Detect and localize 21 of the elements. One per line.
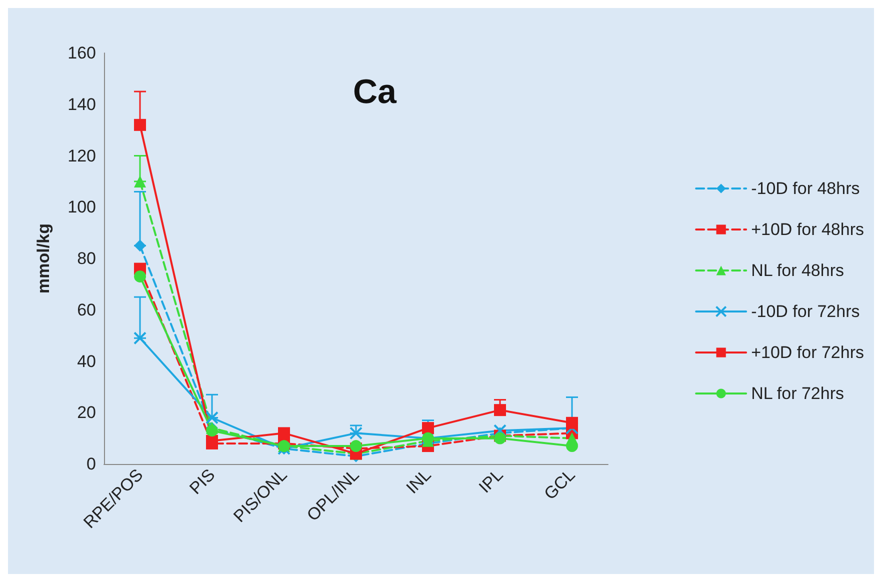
x-tick-label: GCL — [540, 465, 579, 504]
x-tick-label: PIS — [186, 465, 219, 498]
legend-label: NL for 72hrs — [751, 384, 844, 403]
legend-label: NL for 48hrs — [751, 261, 844, 280]
legend-label: +10D for 48hrs — [751, 220, 864, 239]
y-axis-title: mmol/kg — [34, 224, 53, 294]
y-tick-label: 160 — [68, 44, 96, 62]
legend-label: +10D for 72hrs — [751, 343, 864, 362]
y-tick-label: 120 — [68, 146, 96, 166]
y-tick-label: 140 — [68, 94, 96, 114]
y-tick-label: 100 — [68, 198, 96, 217]
y-tick-label: 40 — [77, 352, 96, 371]
x-tick-label: IPL — [475, 465, 507, 497]
y-tick-label: 80 — [77, 249, 96, 268]
y-tick-label: 0 — [86, 454, 96, 474]
y-tick-label: 20 — [77, 403, 96, 422]
text: Ca — [353, 73, 398, 111]
legend-label: -10D for 48hrs — [751, 179, 860, 198]
x-tick-label: INL — [402, 465, 435, 498]
y-tick-label: 60 — [77, 300, 96, 320]
legend-label: -10D for 72hrs — [751, 302, 860, 321]
